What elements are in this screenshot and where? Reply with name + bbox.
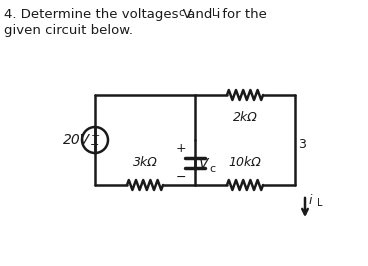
Text: 10kΩ: 10kΩ [229,156,261,169]
Text: L: L [317,198,322,208]
Text: 20V: 20V [63,133,90,147]
Text: −: − [90,140,100,150]
Text: +: + [176,142,186,155]
Text: L: L [212,8,218,18]
Text: given circuit below.: given circuit below. [4,24,133,37]
Text: 2kΩ: 2kΩ [233,111,257,124]
Text: c: c [209,164,215,173]
Text: for the: for the [218,8,267,21]
Text: +: + [90,131,100,141]
Text: 4. Determine the voltages V: 4. Determine the voltages V [4,8,192,21]
Text: 3: 3 [298,139,306,152]
Text: i: i [309,193,312,206]
Text: and i: and i [183,8,220,21]
Text: −: − [176,171,186,184]
Text: c: c [178,8,184,18]
Text: V: V [199,157,209,172]
Text: 3kΩ: 3kΩ [132,156,158,169]
